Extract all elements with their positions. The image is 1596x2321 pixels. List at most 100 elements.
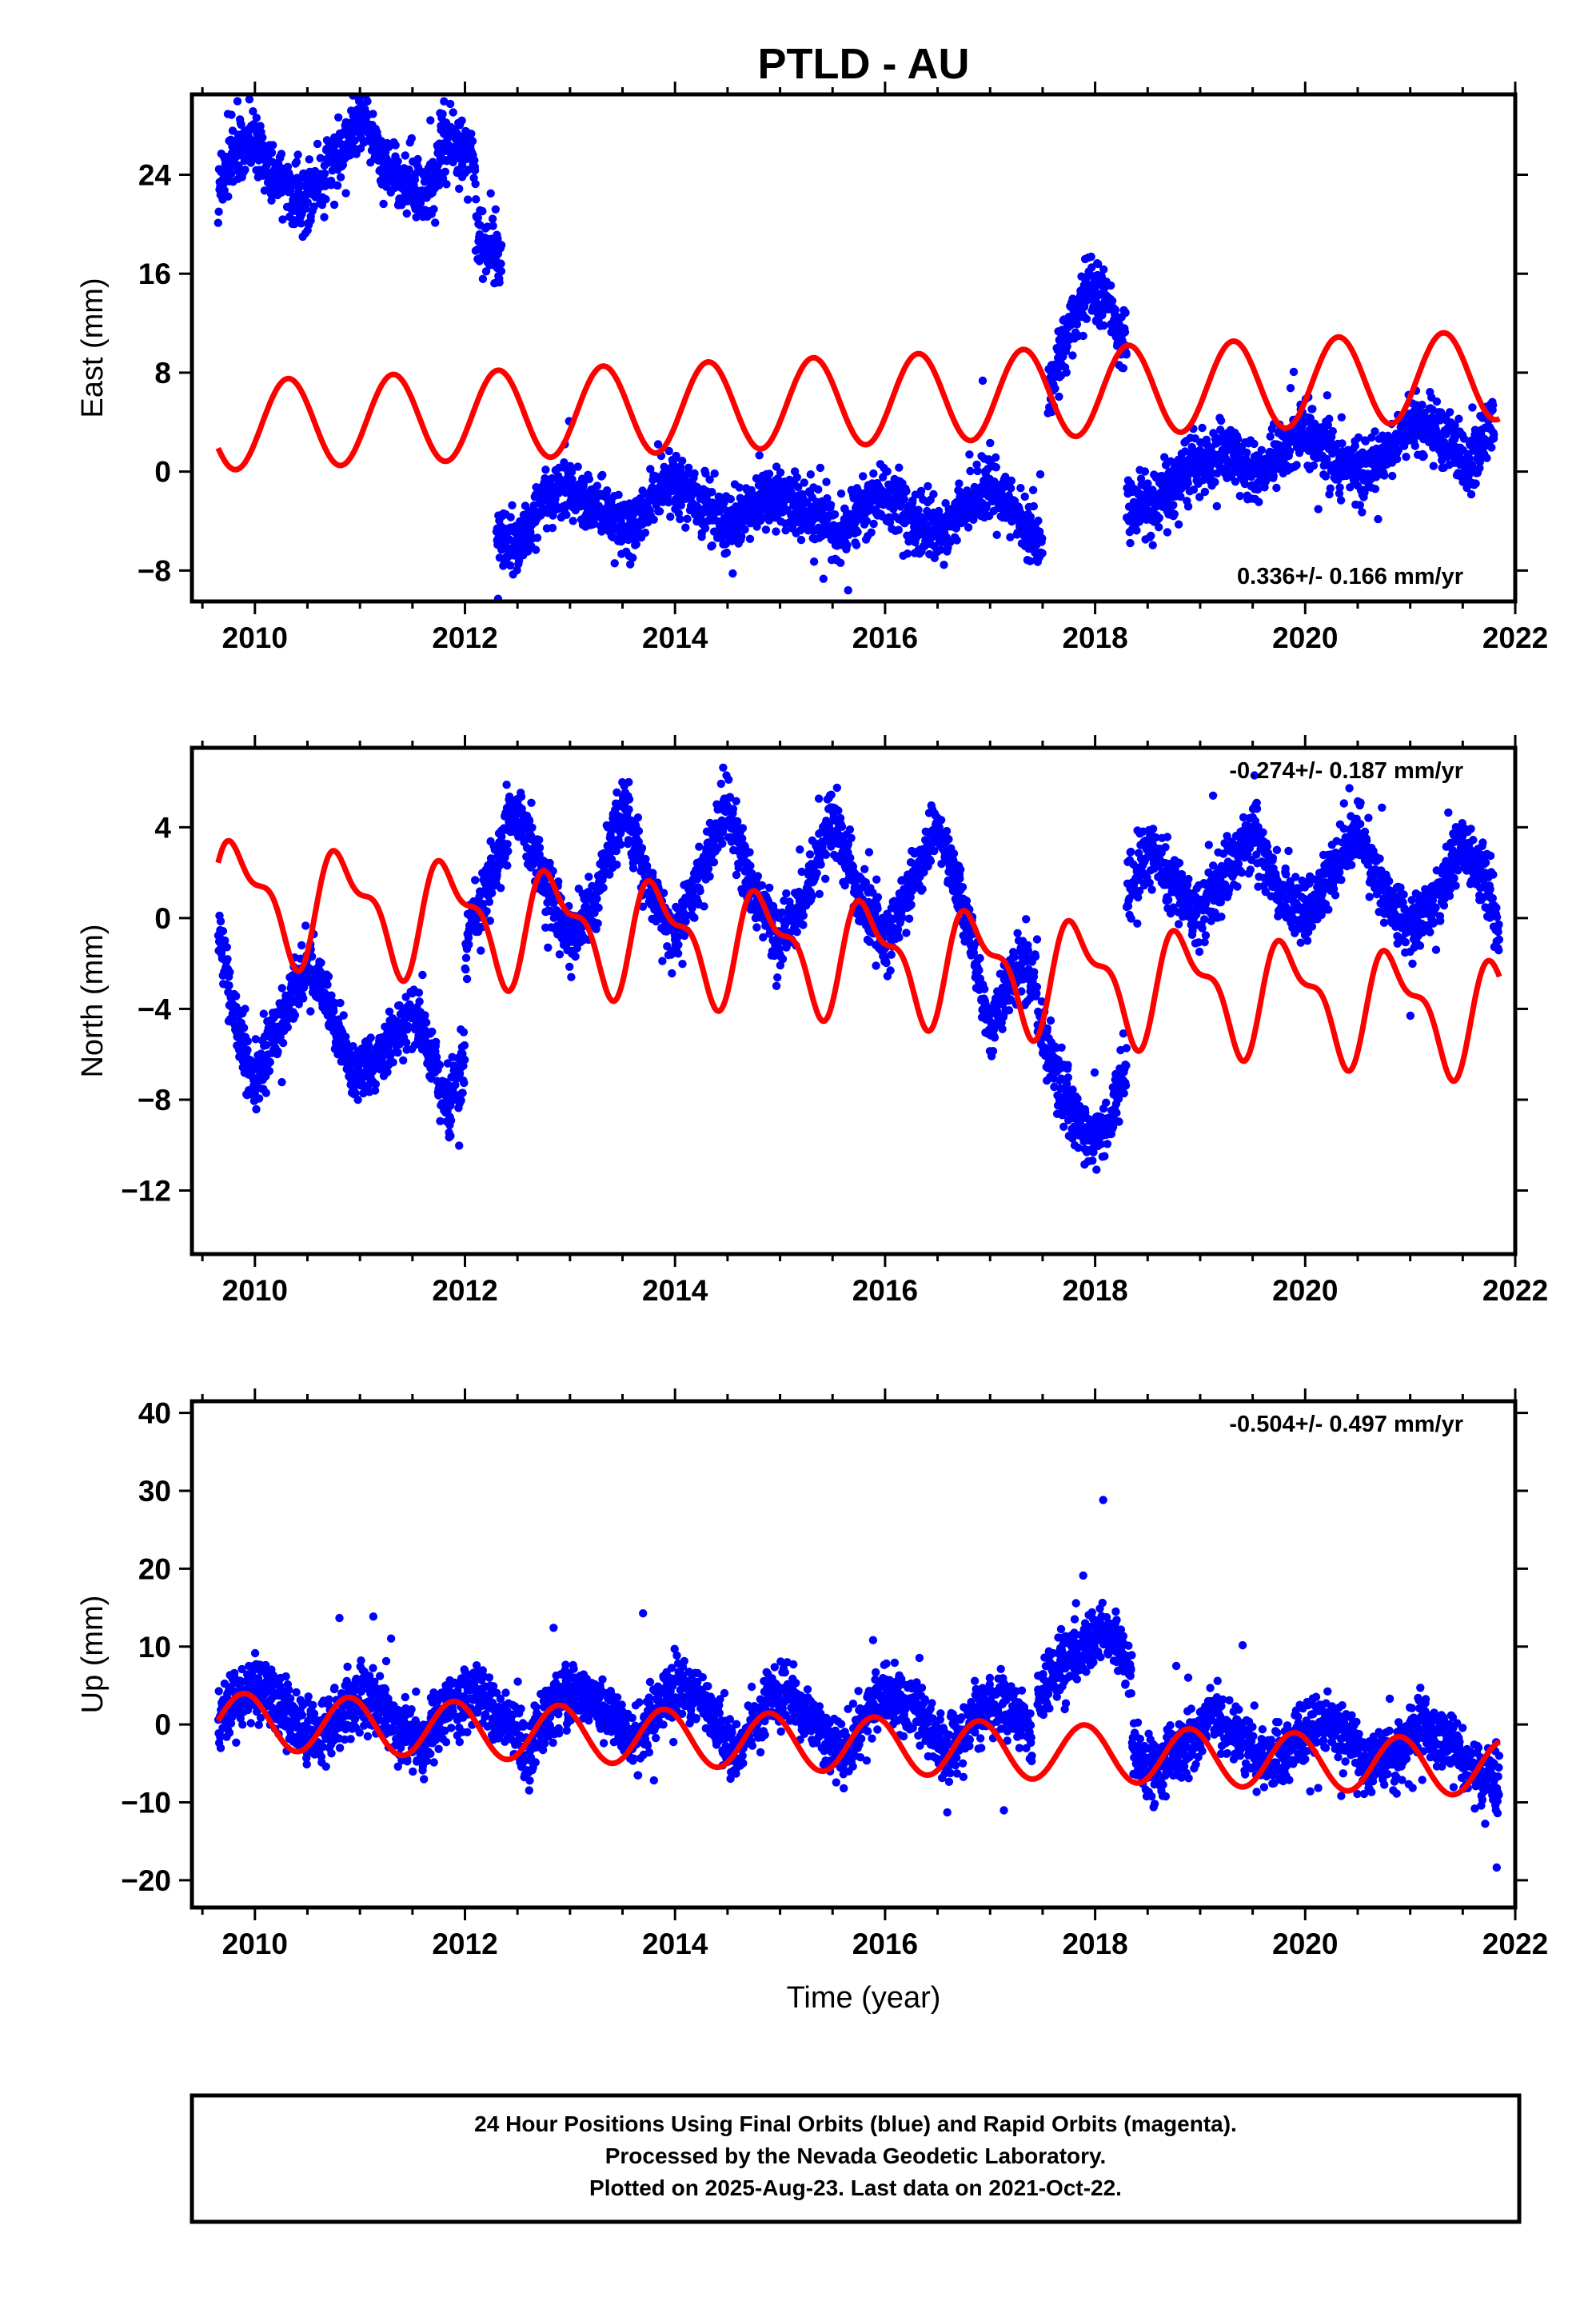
data-point <box>497 266 506 276</box>
data-point <box>269 141 277 150</box>
data-point <box>545 858 554 868</box>
data-point <box>449 108 457 117</box>
data-point <box>1410 441 1420 450</box>
data-point <box>1450 421 1459 429</box>
data-point <box>1007 476 1016 485</box>
data-point <box>603 486 612 495</box>
data-point <box>1482 453 1491 462</box>
data-point <box>1272 483 1281 493</box>
data-point <box>260 186 269 195</box>
data-point <box>1211 477 1219 486</box>
data-point <box>585 873 593 881</box>
data-point <box>776 468 785 477</box>
data-point <box>1235 491 1245 501</box>
data-point <box>277 984 286 993</box>
data-point <box>678 457 687 465</box>
data-point <box>819 574 828 583</box>
data-point <box>391 141 400 150</box>
data-point <box>745 534 755 543</box>
data-point <box>1200 487 1210 497</box>
data-point <box>1062 368 1071 377</box>
data-point <box>239 1023 249 1033</box>
data-point <box>1358 508 1367 517</box>
data-point <box>297 219 305 228</box>
data-point <box>1292 461 1301 469</box>
data-point <box>992 453 1000 462</box>
data-point <box>265 1066 274 1076</box>
data-point <box>455 1141 464 1150</box>
data-point <box>471 179 480 189</box>
data-point <box>1034 516 1043 525</box>
scatter-points <box>213 94 1498 601</box>
data-point <box>277 1077 286 1087</box>
data-point <box>290 1011 300 1020</box>
data-point <box>516 517 525 525</box>
data-point <box>1143 479 1152 488</box>
data-point <box>809 557 819 566</box>
data-point <box>438 110 447 118</box>
x-tick-label: 2012 <box>432 621 497 654</box>
data-point <box>1079 331 1087 341</box>
data-point <box>503 861 512 870</box>
data-point <box>1121 308 1130 318</box>
data-point <box>533 533 542 542</box>
data-point <box>433 174 441 183</box>
data-point <box>1007 484 1015 493</box>
data-point <box>700 524 710 533</box>
data-point <box>369 110 377 118</box>
data-point <box>720 498 728 507</box>
data-point <box>218 927 228 936</box>
data-point <box>632 540 640 549</box>
data-point <box>598 470 607 480</box>
data-point <box>569 517 577 525</box>
data-point <box>227 110 236 119</box>
data-point <box>273 1047 282 1056</box>
data-point <box>590 519 599 528</box>
data-point <box>1169 501 1178 509</box>
data-point <box>1337 413 1347 421</box>
data-point <box>306 1007 315 1016</box>
data-point <box>251 1035 260 1044</box>
data-point <box>1038 534 1047 543</box>
data-point <box>690 469 699 478</box>
data-point <box>486 189 495 198</box>
data-point <box>1323 421 1333 429</box>
data-point <box>1361 437 1371 445</box>
data-point <box>1163 528 1172 537</box>
data-point <box>1234 434 1243 444</box>
data-point <box>254 1094 264 1103</box>
data-point <box>755 451 764 460</box>
data-point <box>497 259 505 268</box>
data-point <box>1338 439 1347 448</box>
data-point <box>535 836 544 845</box>
data-point <box>924 481 932 491</box>
data-point <box>227 170 236 178</box>
data-point <box>316 154 325 162</box>
data-point <box>422 1018 431 1027</box>
data-point <box>341 1033 350 1041</box>
data-point <box>1419 451 1428 461</box>
data-point <box>852 541 861 549</box>
data-point <box>352 150 361 158</box>
data-point <box>531 545 541 554</box>
data-point <box>781 525 790 535</box>
data-point <box>1371 427 1379 436</box>
data-point <box>309 202 318 211</box>
data-point <box>726 494 735 504</box>
data-point <box>660 462 668 471</box>
y-tick-label: 8 <box>154 357 171 389</box>
data-point <box>504 847 513 856</box>
data-point <box>883 467 892 476</box>
data-point <box>664 446 673 456</box>
data-point <box>429 205 438 214</box>
data-point <box>1107 281 1115 290</box>
data-point <box>464 166 473 174</box>
data-point <box>796 535 806 545</box>
data-point <box>481 267 491 276</box>
data-point <box>1286 384 1295 393</box>
data-point <box>1051 384 1059 393</box>
data-point <box>329 1007 338 1016</box>
data-point <box>894 525 904 534</box>
data-point <box>401 151 409 160</box>
